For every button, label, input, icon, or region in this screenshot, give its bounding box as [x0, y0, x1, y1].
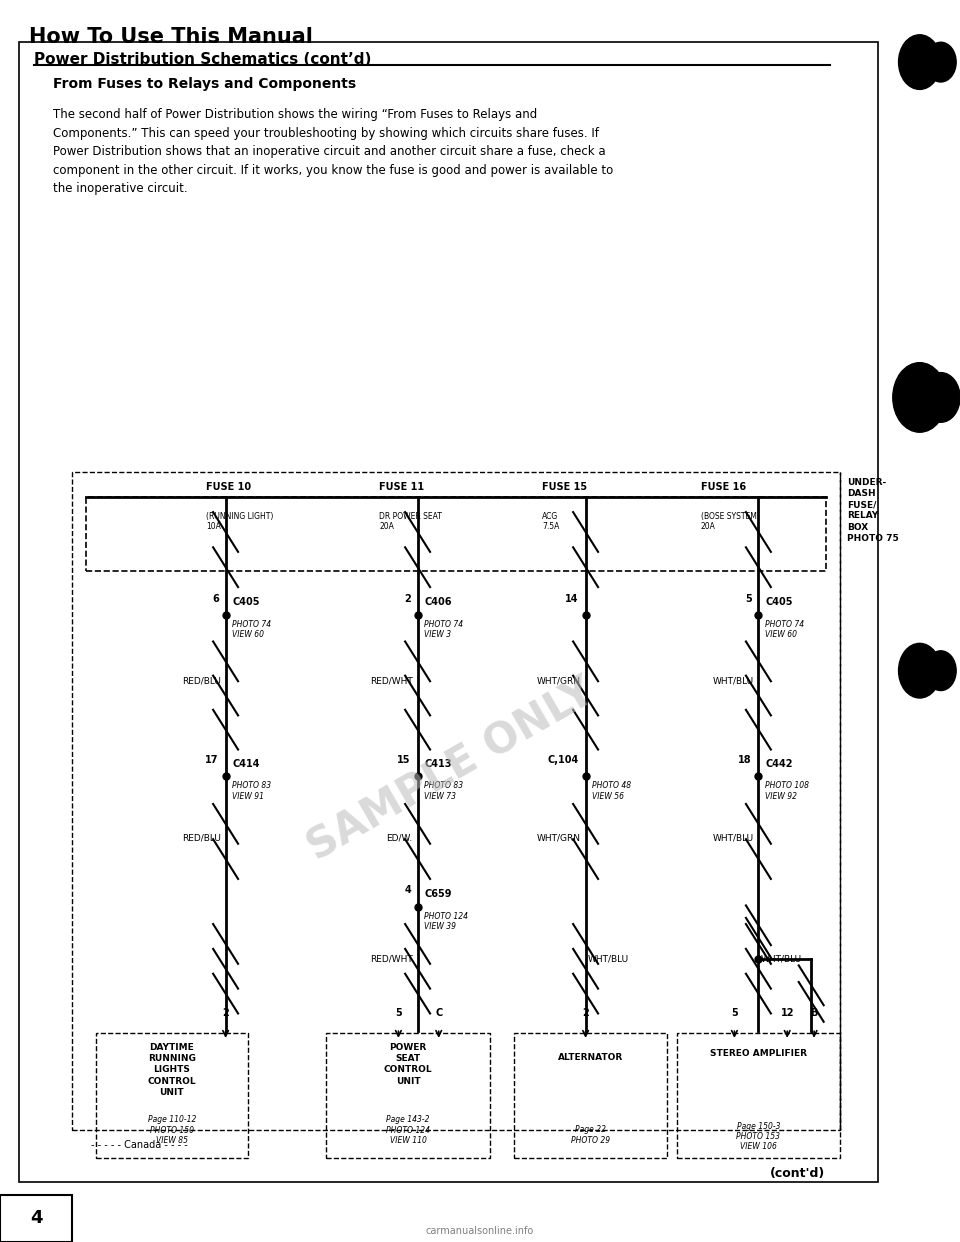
- Text: - - - - - Canada - - - -: - - - - - Canada - - - -: [91, 1140, 188, 1150]
- Text: (BOSE SYSTEM)
20A: (BOSE SYSTEM) 20A: [701, 512, 759, 532]
- Text: Page 22
PHOTO 29: Page 22 PHOTO 29: [571, 1125, 610, 1145]
- Text: B: B: [810, 1009, 818, 1018]
- Text: 17: 17: [205, 755, 219, 765]
- Circle shape: [925, 42, 956, 82]
- Text: RED/BLU: RED/BLU: [182, 833, 221, 843]
- Bar: [19, 42, 878, 1182]
- Bar: [96, 1033, 248, 1158]
- Text: PHOTO 74
VIEW 60: PHOTO 74 VIEW 60: [232, 620, 272, 640]
- Text: Page 150-3
PHOTO 153
VIEW 106: Page 150-3 PHOTO 153 VIEW 106: [736, 1122, 780, 1151]
- Text: WHT/BLU: WHT/BLU: [760, 954, 802, 964]
- Text: PHOTO 124
VIEW 39: PHOTO 124 VIEW 39: [424, 912, 468, 932]
- Text: (cont'd): (cont'd): [770, 1167, 826, 1180]
- Bar: [86, 497, 826, 571]
- Text: RED/WHT: RED/WHT: [370, 676, 413, 686]
- Text: ED/W.: ED/W.: [387, 833, 413, 843]
- Text: 5: 5: [731, 1009, 738, 1018]
- Bar: [72, 472, 840, 1130]
- Text: PHOTO 83
VIEW 73: PHOTO 83 VIEW 73: [424, 781, 464, 801]
- Bar: [326, 1033, 490, 1158]
- Text: PHOTO 74
VIEW 3: PHOTO 74 VIEW 3: [424, 620, 464, 640]
- Text: 6: 6: [212, 594, 219, 604]
- Bar: [677, 1033, 840, 1158]
- Text: How To Use This Manual: How To Use This Manual: [29, 27, 313, 47]
- Text: C: C: [435, 1009, 443, 1018]
- Text: 12: 12: [780, 1009, 794, 1018]
- Circle shape: [899, 35, 941, 89]
- Text: PHOTO 48
VIEW 56: PHOTO 48 VIEW 56: [592, 781, 632, 801]
- Text: FUSE 11: FUSE 11: [379, 482, 424, 492]
- Text: 15: 15: [397, 755, 411, 765]
- Circle shape: [925, 651, 956, 691]
- Text: DR POWER SEAT
20A: DR POWER SEAT 20A: [379, 512, 442, 532]
- Text: POWER
SEAT
CONTROL
UNIT: POWER SEAT CONTROL UNIT: [384, 1043, 432, 1086]
- Text: RED/BLU: RED/BLU: [182, 676, 221, 686]
- Text: DAYTIME
RUNNING
LIGHTS
CONTROL
UNIT: DAYTIME RUNNING LIGHTS CONTROL UNIT: [148, 1043, 196, 1097]
- Text: FUSE 16: FUSE 16: [701, 482, 746, 492]
- Text: ACG
7.5A: ACG 7.5A: [542, 512, 560, 532]
- Text: carmanualsonline.info: carmanualsonline.info: [426, 1226, 534, 1236]
- Text: PHOTO 74
VIEW 60: PHOTO 74 VIEW 60: [765, 620, 804, 640]
- Text: 4: 4: [404, 886, 411, 895]
- Text: RED/WHT: RED/WHT: [370, 954, 413, 964]
- Text: PHOTO 83
VIEW 91: PHOTO 83 VIEW 91: [232, 781, 272, 801]
- Text: C405: C405: [232, 597, 260, 607]
- Text: Power Distribution Schematics (cont’d): Power Distribution Schematics (cont’d): [34, 52, 371, 67]
- Text: PHOTO 108
VIEW 92: PHOTO 108 VIEW 92: [765, 781, 809, 801]
- Text: Page 110-12
PHOTO 150
VIEW 85: Page 110-12 PHOTO 150 VIEW 85: [148, 1115, 196, 1145]
- Text: UNDER-
DASH
FUSE/
RELAY
BOX
PHOTO 75: UNDER- DASH FUSE/ RELAY BOX PHOTO 75: [847, 478, 899, 543]
- Text: 18: 18: [738, 755, 752, 765]
- Text: 5: 5: [745, 594, 752, 604]
- Text: WHT/BLU: WHT/BLU: [588, 954, 629, 964]
- Text: 4: 4: [30, 1210, 42, 1227]
- Text: WHT/BLU: WHT/BLU: [712, 676, 754, 686]
- Text: 2: 2: [222, 1009, 229, 1018]
- Text: C659: C659: [424, 889, 452, 899]
- Text: The second half of Power Distribution shows the wiring “From Fuses to Relays and: The second half of Power Distribution sh…: [53, 108, 613, 195]
- Bar: [514, 1033, 667, 1158]
- Text: SAMPLE ONLY: SAMPLE ONLY: [300, 671, 602, 869]
- Text: Page 143-2
PHOTO 124
VIEW 110: Page 143-2 PHOTO 124 VIEW 110: [386, 1115, 430, 1145]
- Text: C405: C405: [765, 597, 793, 607]
- Circle shape: [922, 373, 960, 422]
- Text: WHT/GRN: WHT/GRN: [537, 676, 581, 686]
- Circle shape: [893, 363, 947, 432]
- Text: 5: 5: [395, 1009, 402, 1018]
- Text: C,104: C,104: [547, 755, 579, 765]
- Text: STEREO AMPLIFIER: STEREO AMPLIFIER: [709, 1049, 807, 1058]
- Text: FUSE 15: FUSE 15: [542, 482, 588, 492]
- Text: WHT/GRN: WHT/GRN: [537, 833, 581, 843]
- Text: (RUNNING LIGHT)
10A: (RUNNING LIGHT) 10A: [206, 512, 274, 532]
- Text: FUSE 10: FUSE 10: [206, 482, 252, 492]
- Text: 2: 2: [582, 1009, 589, 1018]
- Text: 14: 14: [565, 594, 579, 604]
- Text: C413: C413: [424, 759, 452, 769]
- Text: C414: C414: [232, 759, 260, 769]
- Text: ALTERNATOR: ALTERNATOR: [558, 1053, 623, 1062]
- Text: C442: C442: [765, 759, 793, 769]
- Text: WHT/BLU: WHT/BLU: [712, 833, 754, 843]
- Text: 2: 2: [404, 594, 411, 604]
- Circle shape: [899, 643, 941, 698]
- Text: C406: C406: [424, 597, 452, 607]
- Bar: [0, 1195, 72, 1242]
- Text: From Fuses to Relays and Components: From Fuses to Relays and Components: [53, 77, 356, 91]
